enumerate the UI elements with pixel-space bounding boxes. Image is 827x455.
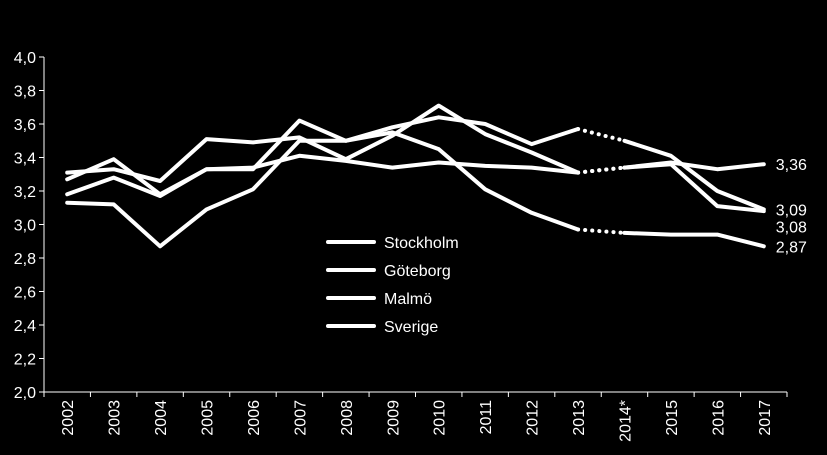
y-tick-label: 2,8 [14, 251, 36, 268]
x-tick-label: 2007 [292, 400, 309, 436]
series-gap-dotted [576, 127, 627, 143]
x-tick-label: 2016 [710, 400, 727, 436]
series-stockholm [65, 130, 766, 249]
series-gap-dotted [576, 165, 627, 175]
series-line [622, 230, 766, 249]
x-tick-label: 2003 [107, 400, 124, 436]
series-sverige [65, 153, 766, 198]
y-tick-label: 3,0 [14, 218, 36, 235]
x-tick-label: 2009 [385, 400, 402, 436]
series-line [65, 103, 580, 183]
x-tick-label: 2006 [246, 400, 263, 436]
x-tick-label: 2014* [617, 400, 634, 442]
end-labels: 3,36 3,093,08 2,87 [776, 157, 807, 256]
series-layer [65, 103, 766, 249]
y-axis: 2,0 2,2 2,4 2,6 2,8 3,0 3,2 3,4 3,6 3,8 4,0 [14, 50, 45, 402]
x-tick-label: 2017 [757, 400, 774, 436]
y-tick-label: 3,4 [14, 151, 36, 168]
x-tick-label: 2013 [571, 400, 588, 436]
legend-label: Sverige [384, 319, 438, 336]
end-value-label: 3,09 [776, 202, 807, 219]
y-tick-label: 2,0 [14, 385, 36, 402]
end-value-label: 2,87 [776, 239, 807, 256]
x-tick-label: 2002 [60, 400, 77, 436]
legend: Stockholm Göteborg Malmö Sverige [326, 235, 459, 336]
legend-label: Stockholm [384, 235, 459, 252]
legend-label: Malmö [384, 291, 432, 308]
x-axis: 2002 2003 2004 2005 2006 2007 2008 2009 2010 2011… [43, 391, 788, 442]
y-tick-label: 3,8 [14, 84, 36, 101]
x-tick-label: 2011 [478, 400, 495, 435]
y-tick-label: 2,6 [14, 285, 36, 302]
series-gap-dotted [576, 227, 627, 235]
y-tick-label: 3,2 [14, 184, 36, 201]
series-göteborg [65, 115, 766, 212]
x-tick-label: 2004 [153, 400, 170, 436]
series-line [622, 138, 766, 212]
x-tick-label: 2008 [339, 400, 356, 436]
x-tick-label: 2005 [200, 400, 217, 436]
legend-label: Göteborg [384, 263, 451, 280]
end-value-label: 3,36 [776, 157, 807, 174]
x-tick-label: 2012 [525, 400, 542, 436]
x-tick-label: 2010 [432, 400, 449, 436]
y-tick-label: 2,4 [14, 318, 36, 335]
end-value-label: 3,08 [776, 219, 807, 236]
y-tick-label: 3,6 [14, 117, 36, 134]
y-tick-label: 2,2 [14, 352, 36, 369]
x-tick-label: 2015 [664, 400, 681, 436]
y-tick-label: 4,0 [14, 50, 36, 67]
series-malmö [65, 103, 766, 214]
series-line [65, 130, 580, 249]
series-line [65, 153, 580, 198]
series-line [622, 160, 766, 172]
series-line [65, 115, 580, 197]
